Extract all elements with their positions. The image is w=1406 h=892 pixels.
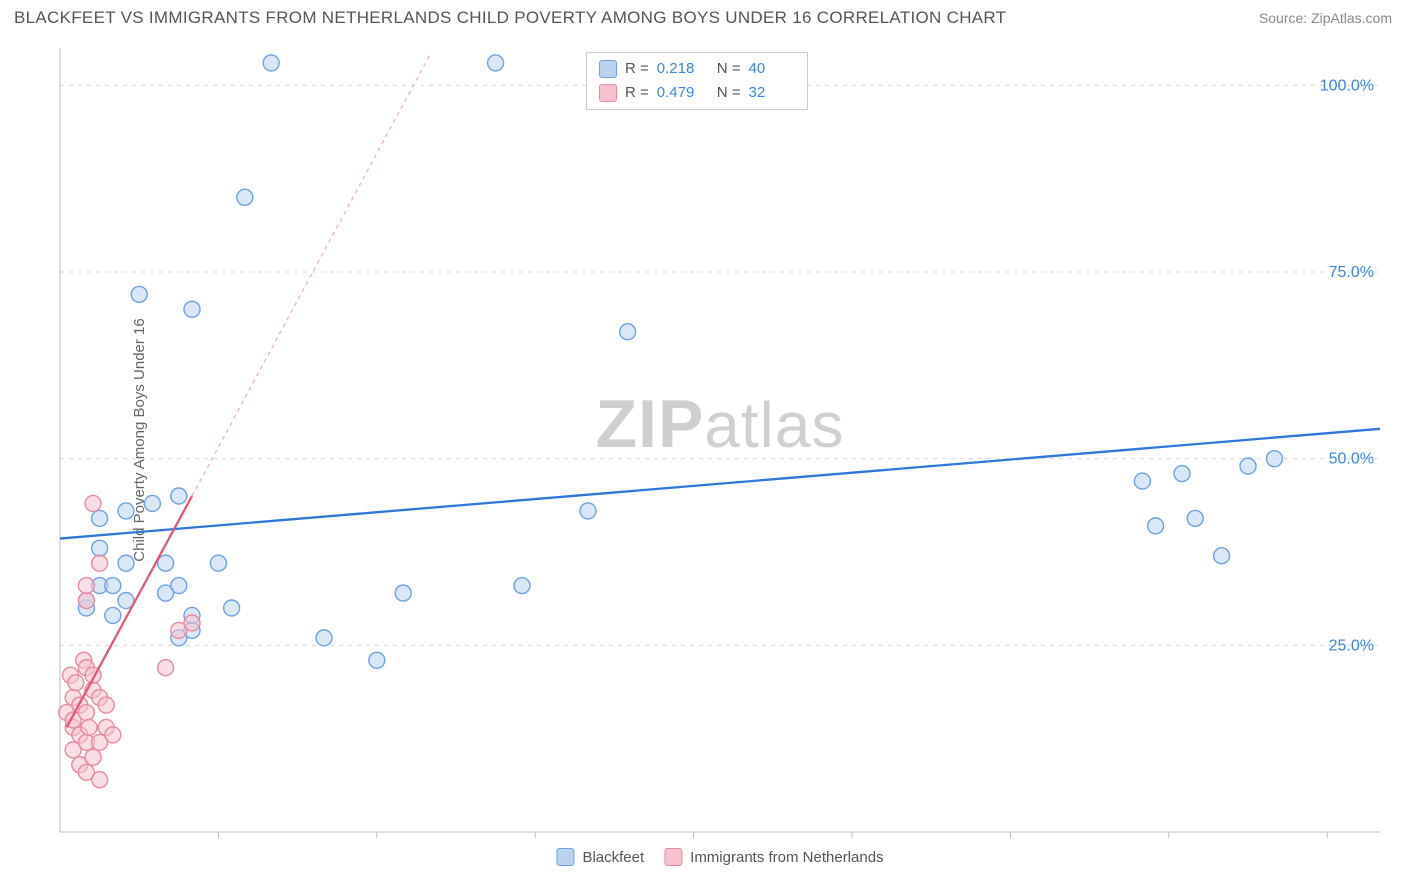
legend-series: Blackfeet Immigrants from Netherlands — [556, 848, 883, 866]
svg-text:50.0%: 50.0% — [1329, 451, 1374, 468]
legend-swatch — [664, 848, 682, 866]
chart-source: Source: ZipAtlas.com — [1259, 10, 1392, 26]
chart-title: BLACKFEET VS IMMIGRANTS FROM NETHERLANDS… — [14, 8, 1006, 28]
legend-swatch — [599, 60, 617, 78]
legend-swatch — [556, 848, 574, 866]
legend-correlation-row: R =0.218N =40 — [599, 57, 795, 81]
legend-series-item: Immigrants from Netherlands — [664, 848, 883, 866]
legend-series-item: Blackfeet — [556, 848, 644, 866]
legend-swatch — [599, 84, 617, 102]
legend-correlation: R =0.218N =40R =0.479N =32 — [586, 52, 808, 110]
svg-text:25.0%: 25.0% — [1329, 637, 1374, 654]
legend-correlation-row: R =0.479N =32 — [599, 81, 795, 105]
chart-header: BLACKFEET VS IMMIGRANTS FROM NETHERLANDS… — [0, 0, 1406, 32]
svg-text:75.0%: 75.0% — [1329, 264, 1374, 281]
chart-area: Child Poverty Among Boys Under 16 25.0%5… — [50, 40, 1390, 840]
svg-text:100.0%: 100.0% — [1320, 77, 1374, 94]
scatter-plot: 25.0%50.0%75.0%100.0%0.0%100.0% — [50, 40, 1390, 840]
